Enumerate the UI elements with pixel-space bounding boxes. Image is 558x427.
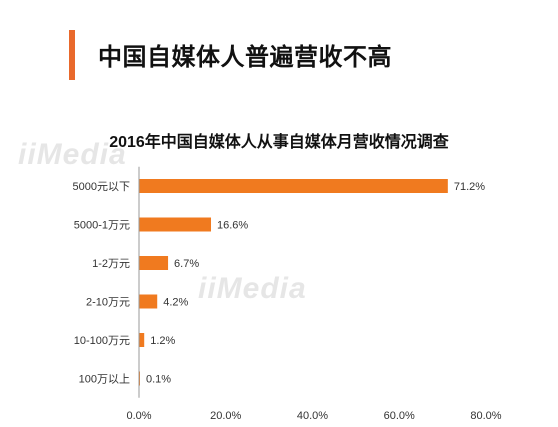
bar-3 <box>139 294 158 309</box>
value-label-2: 6.7% <box>174 258 199 270</box>
value-label-0: 71.2% <box>454 181 485 193</box>
page-title: 中国自媒体人普遍营收不高 <box>98 44 392 71</box>
watermark-logo-bottom: iiMedia <box>198 272 307 305</box>
category-label-3: 2-10万元 <box>86 297 130 309</box>
x-tick-label-3: 60.0% <box>384 410 415 422</box>
bars-group <box>139 179 448 386</box>
category-label-2: 1-2万元 <box>92 258 130 270</box>
chart-title: 2016年中国自媒体人从事自媒体月营收情况调查 <box>109 134 449 151</box>
bar-0 <box>139 179 448 193</box>
category-label-1: 5000-1万元 <box>74 220 130 232</box>
watermark-logo-top: iiMedia <box>18 138 127 171</box>
x-tick-labels-group: 0.0% 20.0% 40.0% 60.0% 80.0% <box>126 410 501 422</box>
category-label-4: 10-100万元 <box>74 335 130 347</box>
bar-1 <box>139 217 212 232</box>
category-label-0: 5000元以下 <box>73 181 130 193</box>
category-labels-group: 5000元以下 5000-1万元 1-2万元 2-10万元 10-100万元 100万以上 <box>73 181 130 386</box>
bar-4 <box>139 333 145 347</box>
x-tick-label-1: 20.0% <box>210 410 241 422</box>
value-label-3: 4.2% <box>163 297 188 309</box>
category-label-5: 100万以上 <box>79 373 130 386</box>
value-label-4: 1.2% <box>150 335 175 347</box>
bar-2 <box>139 256 169 270</box>
value-label-5: 0.1% <box>146 374 171 386</box>
x-tick-label-2: 40.0% <box>297 410 328 422</box>
x-tick-label-4: 80.0% <box>470 410 501 422</box>
value-label-1: 16.6% <box>217 220 248 232</box>
header-accent-bar <box>69 30 75 80</box>
x-tick-label-0: 0.0% <box>126 410 151 422</box>
value-labels-group: 71.2% 16.6% 6.7% 4.2% 1.2% 0.1% <box>146 181 485 386</box>
